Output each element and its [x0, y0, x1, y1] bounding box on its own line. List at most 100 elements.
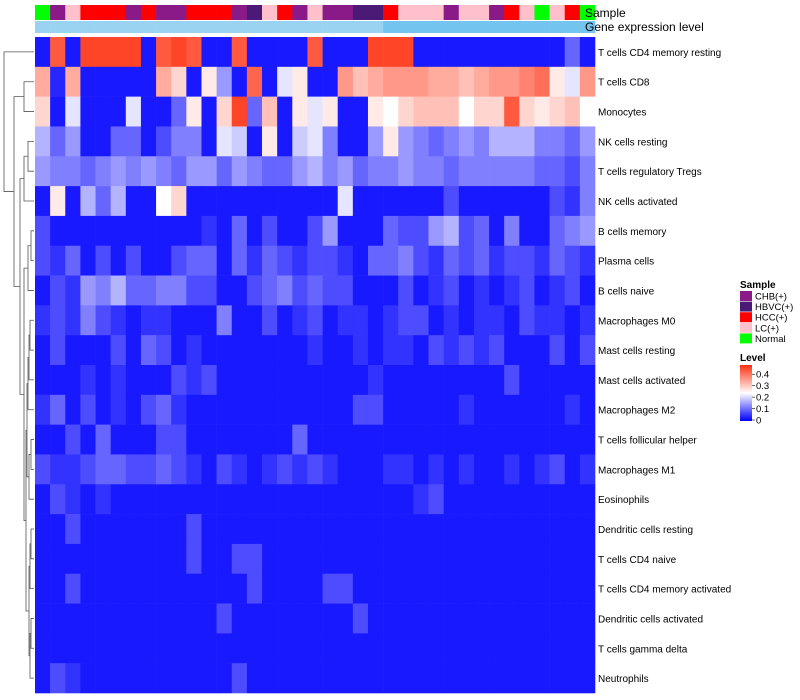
row-label: T cells CD4 memory resting — [598, 48, 721, 59]
expression-annotation-cell — [125, 21, 142, 33]
heatmap-cell — [216, 573, 233, 604]
heatmap-cell — [458, 275, 475, 306]
row-label: Macrophages M2 — [598, 406, 676, 417]
sample-annotation-cell — [125, 5, 142, 20]
heatmap-cell — [125, 245, 142, 276]
heatmap-cell — [307, 245, 323, 276]
heatmap-cell — [246, 275, 263, 306]
heatmap-cell — [519, 37, 535, 68]
heatmap-cell — [413, 663, 429, 694]
sample-annotation-cell — [549, 5, 566, 20]
heatmap-cell — [262, 484, 278, 515]
heatmap-cell — [246, 394, 263, 425]
expression-annotation-cell — [80, 21, 96, 33]
heatmap-cell — [246, 633, 263, 664]
heatmap-cell — [489, 275, 505, 306]
heatmap-cell — [428, 603, 444, 634]
heatmap-cell — [95, 215, 111, 247]
heatmap-cell — [110, 484, 127, 515]
sample-annotation-cell — [579, 5, 596, 20]
heatmap-cell — [65, 514, 81, 545]
heatmap-cell — [579, 394, 596, 425]
heatmap-cell — [186, 514, 202, 545]
heatmap-cell — [383, 365, 399, 396]
heatmap-cell — [428, 305, 444, 336]
heatmap-cell — [216, 484, 233, 515]
heatmap-cell — [504, 37, 520, 68]
heatmap-cell — [367, 186, 384, 217]
heatmap-cell — [110, 37, 127, 68]
heatmap-cell — [246, 126, 263, 157]
expression-annotation-cell — [156, 21, 172, 33]
heatmap-cell — [519, 454, 535, 485]
heatmap-cell — [519, 633, 535, 664]
heatmap-cell — [292, 514, 308, 545]
heatmap-cell — [231, 603, 248, 634]
heatmap-cell — [398, 245, 414, 276]
heatmap-cell — [50, 365, 66, 396]
heatmap-cell — [519, 424, 535, 455]
heatmap-cell — [231, 96, 248, 127]
heatmap-cell — [428, 394, 444, 425]
heatmap-cell — [428, 514, 444, 545]
sample-annotation-cell — [489, 5, 505, 20]
heatmap-cell — [110, 514, 127, 545]
heatmap-cell — [337, 484, 354, 515]
heatmap-cell — [337, 305, 354, 336]
heatmap-cell — [186, 484, 202, 515]
heatmap-cell — [352, 484, 369, 515]
heatmap-cell — [367, 335, 384, 366]
heatmap-cell — [292, 633, 308, 664]
heatmap-cell — [564, 37, 581, 68]
heatmap-cell — [473, 126, 490, 157]
heatmap-cell — [95, 335, 111, 366]
heatmap-cell — [413, 215, 429, 247]
heatmap-cell — [171, 543, 187, 575]
heatmap-cell — [458, 543, 475, 575]
heatmap-cell — [352, 305, 369, 336]
heatmap-cell — [171, 424, 187, 455]
row-label: B cells naive — [598, 286, 655, 297]
heatmap-cell — [231, 305, 248, 336]
row-label: Dendritic cells resting — [598, 525, 693, 536]
heatmap-cell — [579, 514, 596, 545]
heatmap-cell — [156, 454, 172, 485]
heatmap-cell — [504, 245, 520, 276]
heatmap-cell — [579, 603, 596, 634]
heatmap-cell — [50, 424, 66, 455]
heatmap-cell — [398, 275, 414, 306]
heatmap-cell — [80, 335, 96, 366]
heatmap-cell — [125, 484, 142, 515]
heatmap-cell — [201, 96, 217, 127]
sample-annotation-cell — [564, 5, 581, 20]
heatmap-cell — [125, 275, 142, 306]
heatmap-cell — [307, 186, 323, 217]
heatmap-cell — [201, 275, 217, 306]
heatmap-cell — [262, 603, 278, 634]
heatmap-cell — [504, 394, 520, 425]
heatmap-cell — [95, 245, 111, 276]
heatmap-cell — [140, 66, 157, 97]
heatmap-cell — [534, 365, 550, 396]
heatmap-cell — [564, 424, 581, 455]
heatmap-cell — [277, 663, 293, 694]
heatmap-cell — [125, 335, 142, 366]
heatmap-cell — [50, 335, 66, 366]
heatmap-cell — [519, 603, 535, 634]
heatmap-cell — [383, 514, 399, 545]
heatmap-cell — [534, 663, 550, 694]
heatmap-cell — [489, 424, 505, 455]
heatmap-cell — [337, 365, 354, 396]
heatmap-cell — [383, 215, 399, 247]
heatmap-cell — [564, 573, 581, 604]
heatmap-cell — [307, 603, 323, 634]
heatmap-cell — [262, 215, 278, 247]
heatmap-cell — [489, 573, 505, 604]
heatmap-cell — [140, 573, 157, 604]
heatmap-cell — [35, 156, 51, 187]
heatmap-cell — [428, 275, 444, 306]
heatmap-cell — [171, 573, 187, 604]
heatmap-cell — [413, 156, 429, 187]
heatmap-cell — [322, 66, 339, 97]
heatmap-cell — [110, 305, 127, 336]
